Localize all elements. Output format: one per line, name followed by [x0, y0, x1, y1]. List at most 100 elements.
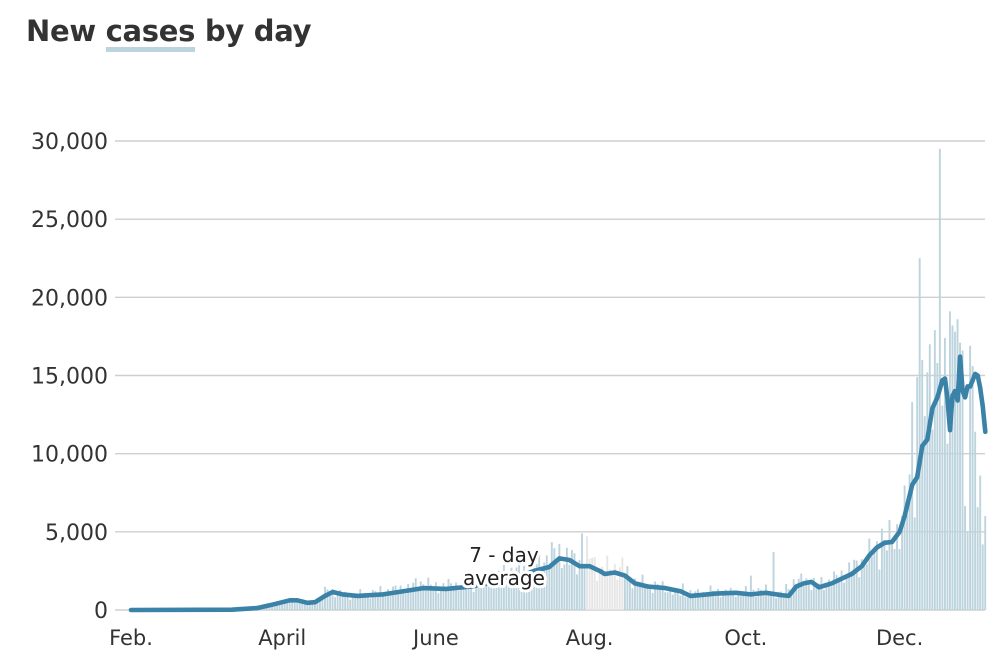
daily-bar — [661, 581, 664, 610]
daily-bar — [442, 583, 445, 610]
gridlines — [115, 140, 985, 611]
daily-bar — [646, 584, 649, 610]
daily-bar — [573, 553, 576, 610]
daily-bar — [951, 325, 954, 610]
daily-bar — [878, 569, 881, 610]
daily-bar — [550, 542, 553, 610]
daily-bar — [399, 585, 402, 610]
daily-bar — [704, 592, 707, 610]
daily-bar — [714, 592, 717, 610]
daily-bar — [941, 405, 944, 610]
daily-bar — [346, 595, 349, 610]
daily-bar — [777, 591, 780, 610]
daily-bar — [807, 583, 810, 610]
daily-bar — [336, 593, 339, 610]
daily-bar — [439, 587, 442, 610]
daily-bar — [911, 402, 914, 610]
daily-bar — [848, 562, 851, 610]
daily-bar — [485, 583, 488, 610]
daily-bar — [855, 560, 858, 610]
daily-bar — [301, 603, 304, 610]
chart-title: New cases by day — [26, 14, 312, 53]
daily-bar — [654, 581, 657, 610]
daily-bar — [853, 559, 856, 610]
x-tick-label: Feb. — [109, 626, 153, 650]
daily-bar — [603, 573, 606, 610]
daily-bar — [896, 524, 898, 610]
daily-bar — [409, 588, 412, 610]
daily-bar — [477, 583, 480, 610]
daily-bar — [792, 579, 795, 610]
daily-bar — [497, 570, 500, 610]
daily-bar — [611, 575, 614, 610]
daily-bar — [445, 589, 447, 610]
daily-bar — [341, 595, 344, 610]
daily-bar — [306, 603, 309, 610]
daily-bar — [364, 592, 367, 610]
daily-bar — [956, 319, 959, 610]
y-axis-labels: 0 5,000 10,000 15,000 20,000 25,000 30,000 — [31, 130, 108, 624]
daily-bar — [644, 587, 646, 610]
daily-bar — [422, 584, 425, 610]
daily-bar — [634, 578, 636, 610]
daily-bar — [656, 584, 659, 610]
daily-bar — [679, 595, 682, 610]
daily-bar — [344, 591, 347, 610]
daily-bar — [407, 583, 410, 610]
daily-bar — [394, 585, 397, 610]
daily-bar — [923, 416, 926, 610]
daily-bar — [969, 345, 972, 610]
daily-bar — [843, 582, 846, 610]
daily-bar — [538, 550, 541, 610]
daily-bar — [528, 580, 531, 610]
daily-bar — [681, 583, 684, 610]
daily-bar — [875, 541, 878, 610]
daily-bar — [389, 595, 392, 610]
daily-bar — [565, 547, 568, 610]
daily-bar — [583, 564, 586, 610]
daily-bar — [906, 514, 909, 610]
daily-bar — [462, 577, 465, 610]
daily-bar — [331, 589, 334, 610]
daily-bar — [639, 582, 641, 610]
daily-bar — [334, 597, 337, 610]
daily-bar — [460, 586, 463, 610]
daily-bar — [321, 597, 324, 610]
daily-bar — [608, 569, 611, 610]
daily-bar — [487, 581, 490, 610]
daily-bar — [729, 587, 732, 610]
daily-bar — [356, 594, 359, 610]
daily-bar — [863, 565, 866, 610]
daily-bar — [974, 431, 977, 610]
daily-bar — [744, 586, 747, 610]
daily-bar — [568, 564, 571, 610]
daily-bar — [404, 593, 407, 610]
daily-bar — [354, 596, 357, 610]
daily-bar — [558, 543, 561, 610]
daily-bar — [931, 429, 934, 610]
daily-bar — [903, 485, 906, 610]
daily-bar — [765, 584, 767, 610]
seven-day-average — [128, 354, 988, 613]
daily-bar — [414, 578, 417, 610]
daily-bar — [283, 601, 286, 610]
daily-bar — [470, 581, 473, 610]
daily-bar — [825, 584, 828, 610]
daily-bar — [286, 603, 289, 610]
daily-bar — [472, 591, 475, 610]
daily-bar — [722, 593, 725, 610]
daily-bar — [697, 589, 699, 610]
daily-bar — [374, 591, 377, 610]
daily-bar — [772, 552, 775, 610]
daily-bar — [434, 582, 437, 610]
x-tick-label: Dec. — [876, 626, 923, 650]
daily-bar — [971, 366, 974, 610]
daily-bar — [775, 598, 778, 610]
daily-bar — [593, 557, 596, 610]
daily-bar — [734, 596, 737, 610]
daily-bar — [384, 593, 387, 610]
daily-bar — [535, 564, 538, 610]
daily-bar — [392, 586, 394, 610]
